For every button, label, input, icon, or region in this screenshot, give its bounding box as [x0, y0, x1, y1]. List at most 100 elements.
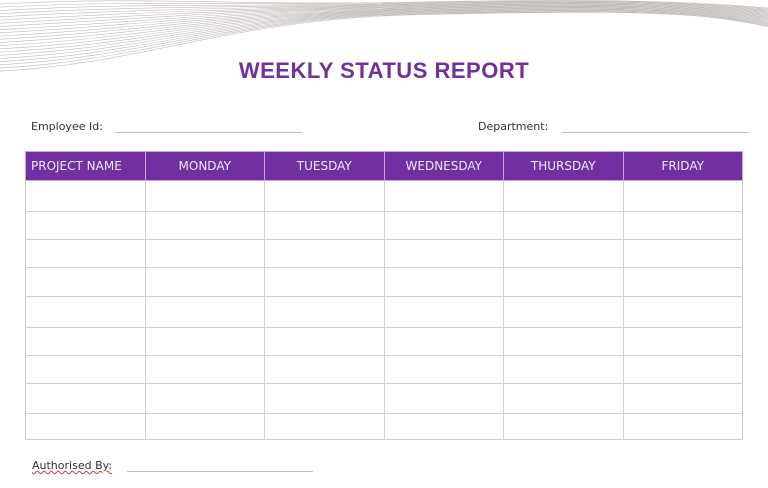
table-cell[interactable] [144, 413, 265, 440]
column-header: PROJECT NAME [25, 151, 146, 181]
department-label: Department: [478, 120, 549, 133]
table-cell[interactable] [144, 383, 265, 414]
table-row [25, 239, 743, 268]
table-cell[interactable] [25, 296, 146, 328]
table-cell[interactable] [25, 355, 146, 384]
wave-line [0, 8, 768, 50]
table-cell[interactable] [383, 413, 504, 440]
table-cell[interactable] [264, 211, 385, 240]
wave-line [0, 9, 768, 56]
wave-line [0, 5, 768, 37]
authorised-by-text: Authorised By: [32, 459, 113, 472]
wave-line [0, 6, 768, 43]
wave-line [0, 11, 768, 69]
table-cell[interactable] [264, 239, 385, 268]
wave-line [0, 12, 768, 72]
column-header: MONDAY [144, 151, 265, 181]
wave-line [0, 4, 768, 30]
table-row [25, 180, 743, 212]
table-cell[interactable] [264, 383, 385, 414]
table-cell[interactable] [383, 267, 504, 297]
table-cell[interactable] [264, 267, 385, 297]
table-cell[interactable] [144, 239, 265, 268]
table-cell[interactable] [383, 211, 504, 240]
table-cell[interactable] [503, 239, 624, 268]
table-cell[interactable] [264, 413, 385, 440]
table-cell[interactable] [264, 180, 385, 212]
table-cell[interactable] [25, 383, 146, 414]
wave-line [0, 8, 768, 53]
table-cell[interactable] [383, 327, 504, 356]
table-cell[interactable] [503, 383, 624, 414]
wave-line [0, 2, 768, 18]
wave-line [0, 1, 768, 14]
table-cell[interactable] [622, 327, 743, 356]
page-title: WEEKLY STATUS REPORT [238, 58, 530, 83]
table-cell[interactable] [25, 413, 146, 440]
table-cell[interactable] [25, 239, 146, 268]
authorised-by-field[interactable] [127, 471, 313, 472]
table-cell[interactable] [264, 355, 385, 384]
table-cell[interactable] [503, 267, 624, 297]
wave-line [0, 6, 768, 40]
table-cell[interactable] [622, 211, 743, 240]
table-row [25, 211, 743, 240]
table-cell[interactable] [622, 180, 743, 212]
table-cell[interactable] [622, 383, 743, 414]
wave-line [0, 3, 768, 24]
table-cell[interactable] [25, 180, 146, 212]
table-cell[interactable] [383, 355, 504, 384]
column-header: WEDNESDAY [383, 151, 504, 181]
table-row [25, 327, 743, 356]
column-header: TUESDAY [264, 151, 385, 181]
wave-line [0, 0, 768, 9]
department-field[interactable] [562, 132, 748, 133]
status-table: PROJECT NAME MONDAY TUESDAY WEDNESDAY THURSD… [25, 151, 743, 440]
wave-line [0, 9, 768, 59]
table-cell[interactable] [503, 296, 624, 328]
table-cell[interactable] [383, 296, 504, 328]
wave-line [0, 7, 768, 46]
table-header-row: PROJECT NAME MONDAY TUESDAY WEDNESDAY THURSD… [25, 151, 743, 181]
table-cell[interactable] [503, 355, 624, 384]
wave-line [0, 1, 768, 11]
table-cell[interactable] [383, 239, 504, 268]
wave-line [0, 10, 768, 66]
table-cell[interactable] [622, 239, 743, 268]
table-cell[interactable] [383, 180, 504, 212]
table-cell[interactable] [503, 413, 624, 440]
table-cell[interactable] [503, 327, 624, 356]
table-cell[interactable] [383, 383, 504, 414]
table-cell[interactable] [503, 211, 624, 240]
wave-line [0, 2, 768, 21]
employee-id-field[interactable] [116, 132, 302, 133]
table-cell[interactable] [144, 211, 265, 240]
table-cell[interactable] [144, 180, 265, 212]
wave-line [0, 10, 768, 62]
table-cell[interactable] [622, 413, 743, 440]
table-cell[interactable] [622, 355, 743, 384]
table-cell[interactable] [622, 267, 743, 297]
table-cell[interactable] [622, 296, 743, 328]
table-row [25, 296, 743, 328]
table-cell[interactable] [503, 180, 624, 212]
wave-line [0, 5, 768, 34]
table-cell[interactable] [25, 211, 146, 240]
table-cell[interactable] [25, 327, 146, 356]
employee-id-label: Employee Id: [31, 120, 103, 133]
table-cell[interactable] [264, 327, 385, 356]
table-row [25, 355, 743, 384]
table-cell[interactable] [264, 296, 385, 328]
column-header: THURSDAY [503, 151, 624, 181]
table-cell[interactable] [144, 296, 265, 328]
authorised-by-label: Authorised By: [32, 459, 112, 472]
wave-line [0, 4, 768, 27]
table-cell[interactable] [144, 355, 265, 384]
table-cell[interactable] [144, 267, 265, 297]
table-row [25, 413, 743, 440]
table-cell[interactable] [25, 267, 146, 297]
table-row [25, 267, 743, 297]
table-cell[interactable] [144, 327, 265, 356]
decorative-wave-lines [0, 0, 768, 72]
table-row [25, 383, 743, 414]
